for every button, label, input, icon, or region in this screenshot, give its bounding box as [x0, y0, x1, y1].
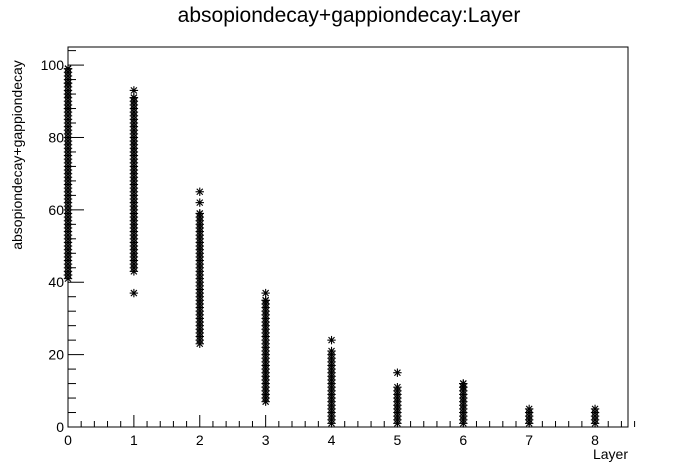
y-axis: 0 20 40 60 80 100	[41, 50, 84, 435]
chart-title: absopiondecay+gappiondecay:Layer	[178, 4, 521, 27]
y-axis-label: absopiondecay+gappiondecay	[9, 60, 25, 250]
y-tick-label: 40	[48, 274, 64, 290]
data-point	[63, 89, 73, 99]
y-tick-label: 0	[56, 419, 64, 435]
x-tick-label: 5	[394, 432, 402, 448]
data-point	[195, 198, 204, 207]
data-point	[327, 346, 336, 356]
data-point	[63, 104, 73, 113]
data-point	[195, 209, 204, 218]
y-tick-label: 60	[48, 202, 64, 218]
y-tick-label: 80	[48, 129, 64, 145]
x-tick-label: 6	[459, 432, 467, 448]
x-tick-label: 1	[130, 432, 138, 448]
x-axis: 0 1 2 3 4 5 6 7 8	[64, 415, 636, 448]
data-points	[63, 64, 600, 428]
x-tick-label: 8	[591, 432, 599, 448]
y-tick-label: 20	[48, 347, 64, 363]
data-point	[393, 382, 402, 392]
data-point	[524, 404, 534, 414]
x-axis-label: Layer	[593, 446, 628, 462]
data-point	[63, 64, 73, 73]
x-tick-label: 2	[196, 432, 204, 448]
data-point	[63, 78, 73, 88]
data-point	[393, 368, 402, 377]
data-point	[590, 404, 600, 414]
data-point	[129, 86, 139, 95]
data-point	[261, 296, 270, 305]
x-tick-label: 3	[262, 432, 270, 448]
x-tick-label: 7	[525, 432, 533, 448]
data-point	[129, 288, 139, 298]
data-point	[261, 288, 270, 298]
y-tick-label: 100	[41, 57, 65, 73]
x-tick-label: 0	[64, 432, 72, 448]
data-point	[327, 335, 336, 345]
data-point	[459, 382, 468, 392]
x-tick-label: 4	[328, 432, 336, 448]
data-point	[63, 270, 73, 280]
data-point	[195, 187, 204, 196]
data-point	[129, 93, 139, 102]
plot-frame	[67, 46, 629, 428]
